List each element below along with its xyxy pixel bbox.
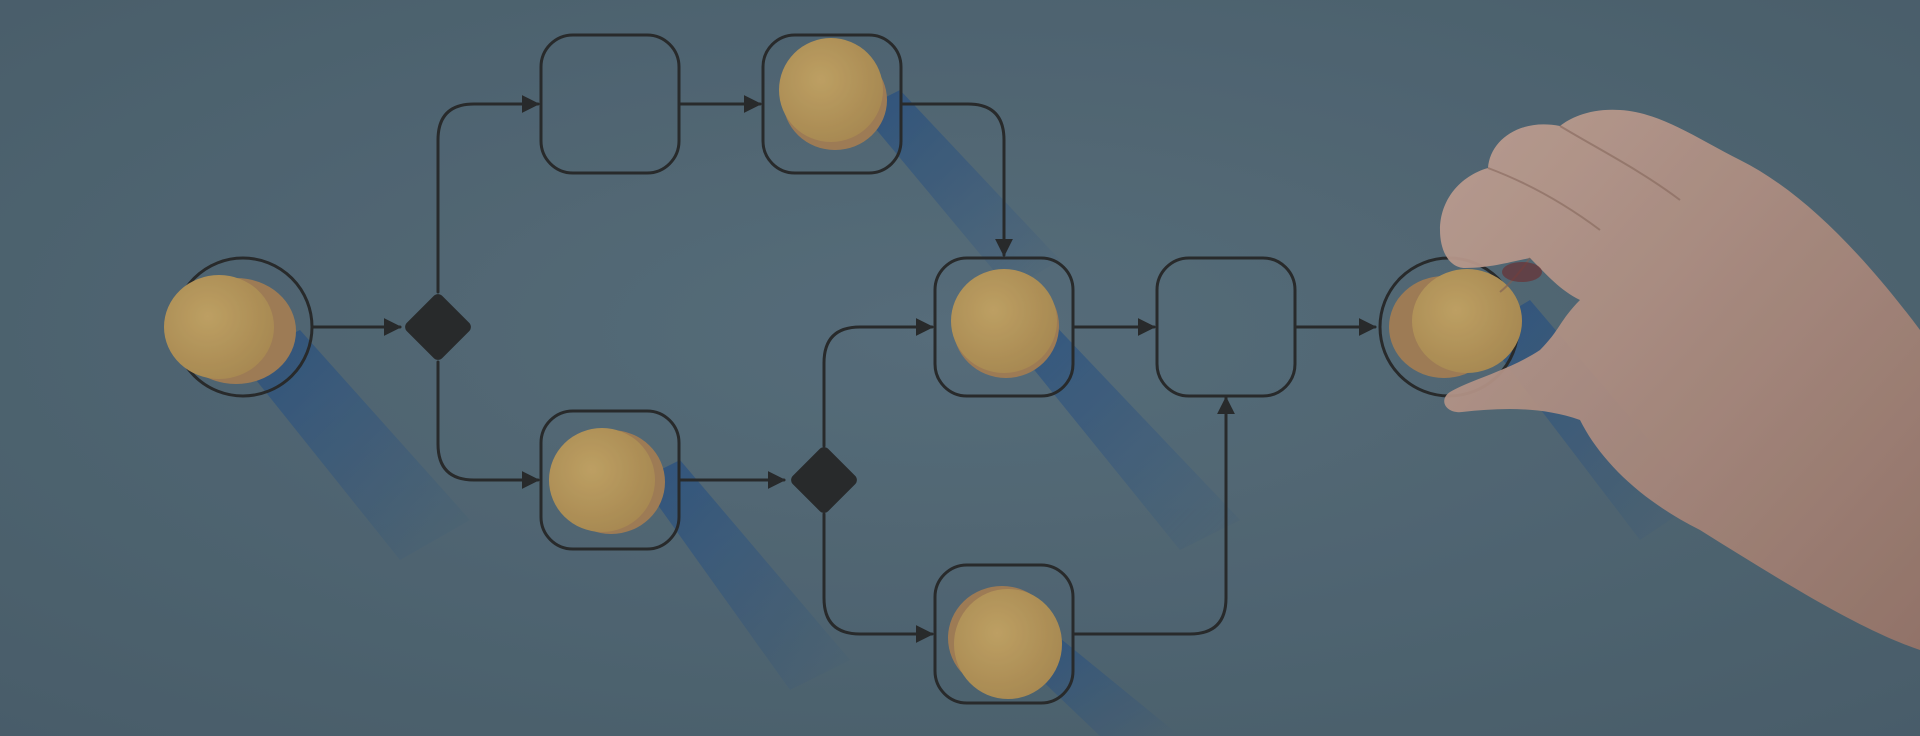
task-box-final xyxy=(1155,256,1297,398)
decision-diamond-2 xyxy=(791,447,857,513)
wooden-token xyxy=(954,589,1062,699)
wooden-token xyxy=(779,38,883,142)
wooden-token xyxy=(1412,269,1522,373)
wooden-token xyxy=(951,269,1057,373)
task-box-merge xyxy=(933,256,1075,398)
wooden-token xyxy=(549,428,655,532)
task-box-top-1 xyxy=(539,33,681,175)
task-box-top-2 xyxy=(761,33,903,175)
task-box-bottom-2 xyxy=(933,563,1075,705)
task-box-bottom-1 xyxy=(539,409,681,551)
decision-diamond-1 xyxy=(405,294,471,360)
flow-connectors xyxy=(310,95,1377,643)
hand-illustration xyxy=(1440,109,1920,651)
wooden-token xyxy=(164,275,274,379)
start-node xyxy=(164,256,314,398)
